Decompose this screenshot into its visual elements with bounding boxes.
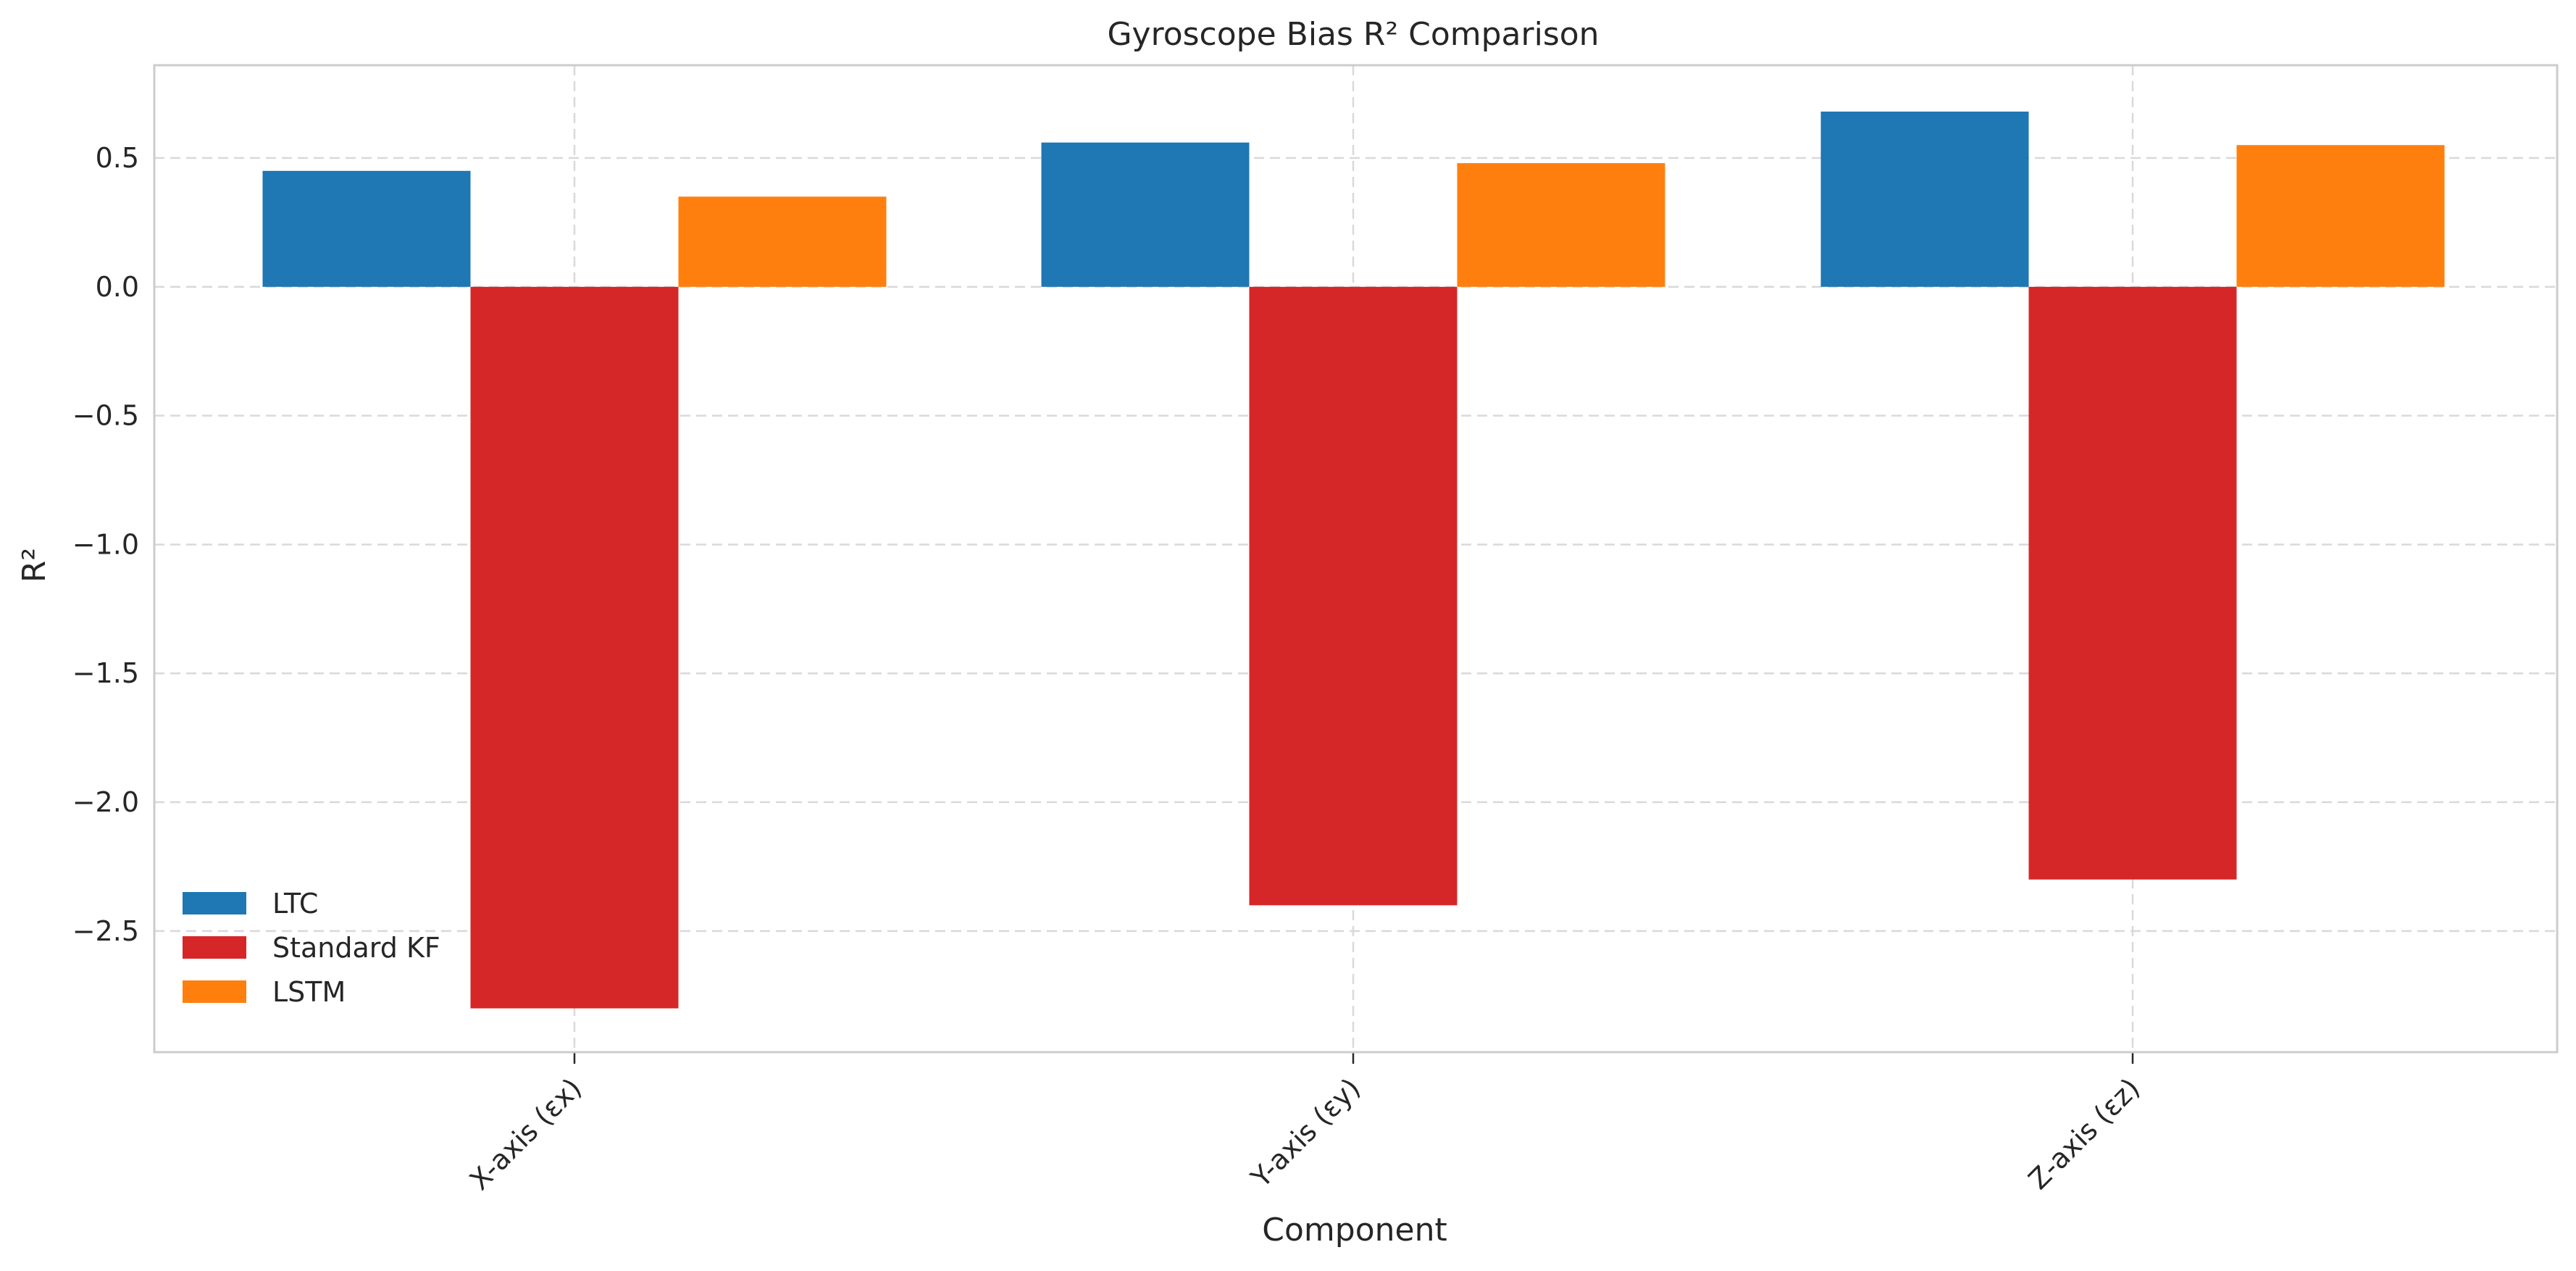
bar-ltc (1820, 112, 2029, 287)
x-tick-label: Y-axis (εy) (1245, 1072, 1367, 1194)
plot-frame (153, 64, 2559, 1054)
legend-label: LSTM (272, 976, 346, 1008)
bar-standard-kf (2028, 286, 2237, 880)
legend-label: LTC (272, 888, 318, 920)
y-tick-label: −1.5 (72, 657, 139, 689)
legend-label: Standard KF (272, 932, 440, 964)
bar-standard-kf (470, 286, 679, 1009)
legend-swatch (183, 892, 246, 914)
y-tick-label: −2.0 (72, 786, 139, 818)
bar-lstm (1457, 163, 1665, 287)
y-tick-label: 0.0 (96, 271, 139, 303)
bar-lstm (678, 196, 887, 287)
y-tick-label: 0.5 (96, 142, 139, 174)
bar-ltc (1041, 142, 1250, 287)
y-tick-label: −2.5 (72, 915, 139, 947)
legend-swatch (183, 980, 246, 1003)
x-axis-label: Component (1262, 1212, 1447, 1249)
y-tick-label: −1.0 (72, 528, 139, 560)
y-axis-label: R² (16, 548, 53, 583)
bar-lstm (2236, 145, 2445, 287)
ticks-layer: 0.5 0.0 −0.5 −1.0 −1.5 −2.0 −2.5 X-axis (εx) Y-a… (72, 142, 2146, 1196)
legend-swatch (183, 936, 246, 959)
bar-standard-kf (1249, 286, 1458, 906)
x-tick-label: Z-axis (εz) (2023, 1072, 2146, 1196)
y-tick-label: −0.5 (72, 400, 139, 432)
chart-title: Gyroscope Bias R² Comparison (1107, 16, 1599, 53)
x-tick-label: X-axis (εx) (464, 1072, 588, 1196)
bars-layer (262, 112, 2445, 1009)
bar-ltc (262, 170, 471, 287)
legend: LTC Standard KF LSTM (183, 888, 440, 1008)
